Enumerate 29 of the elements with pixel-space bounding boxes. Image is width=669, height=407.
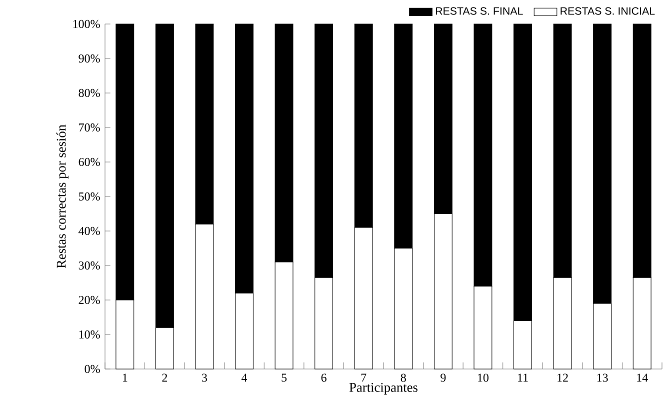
x-tick-label: 8 [400,374,406,382]
x-tick-label: 11 [518,374,528,382]
y-axis-title: Restas correctas por sesión [56,124,68,268]
y-tick-label: 70% [79,123,100,132]
y-tick-label: 0% [84,364,100,374]
x-tick-label: 4 [241,374,248,382]
y-tick-label: 40% [78,226,100,236]
x-tick-label: 1 [122,374,128,382]
y-tick-label: 20% [78,296,100,304]
y-tick-label: 80% [78,88,100,98]
x-tick-label: 9 [440,374,446,382]
x-axis-title: Participantes [349,382,418,395]
legend-label: RESTAS S. FINAL [436,7,523,15]
y-tick-label: 100% [73,20,100,28]
x-tick-label: 6 [321,374,326,382]
x-tick-label: 2 [162,374,168,382]
x-tick-label: 5 [282,374,287,382]
x-tick-label: 12 [558,374,568,382]
x-tick-label: 7 [361,374,366,382]
x-tick-label: 13 [597,374,608,382]
y-tick-label: 60% [78,158,100,166]
y-tick-label: 50% [78,192,100,201]
legend-label: RESTAS S. INICIAL [560,7,655,15]
y-tick-label: 90% [78,54,100,63]
x-tick-label: 14 [637,374,648,382]
x-tick-label: 3 [202,374,208,382]
x-tick-label: 10 [478,374,488,382]
y-tick-label: 10% [79,330,100,339]
y-tick-label: 30% [78,261,100,270]
